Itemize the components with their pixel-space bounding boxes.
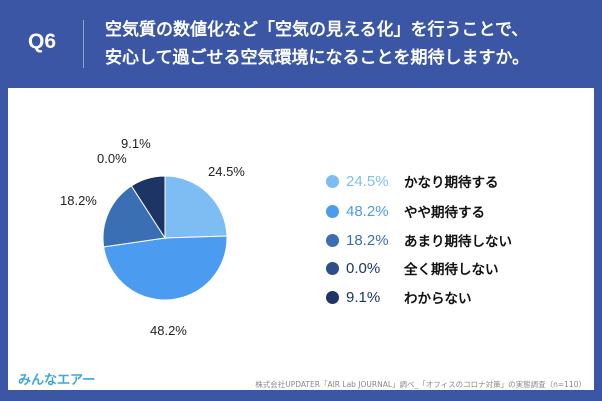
legend-item: 24.5% かなり期待する [326,171,499,191]
legend-dot [326,233,339,247]
pie-slice-4 [130,175,166,240]
slice-label-2: 18.2% [60,193,97,208]
legend-value: 18.2% [346,231,389,249]
slice-label-4: 9.1% [121,136,151,151]
legend-dot [326,290,339,304]
question-number: Q6 [28,30,57,53]
legend-value: 0.0% [346,259,381,277]
pie-slice-1 [103,235,228,301]
logo: みんなエアー [18,373,96,388]
legend-item: 0.0% 全く期待しない [326,258,499,278]
pie-slice-2 [102,185,166,248]
legend-dot [326,261,339,275]
legend-label: あまり期待しない [404,234,512,250]
title-line-1: 空気質の数値化など「空気の見える化」を行うことで、 [105,20,529,40]
divider [83,20,84,68]
legend-value: 24.5% [346,172,389,190]
legend-item: 48.2% やや期待する [326,201,485,221]
legend-item: 18.2% あまり期待しない [326,230,512,250]
pie-slice-0 [164,175,228,239]
legend-value: 48.2% [346,202,389,220]
slice-label-1: 48.2% [150,323,187,338]
slice-label-3: 0.0% [97,151,127,166]
legend-value: 9.1% [346,288,381,306]
slice-label-0: 24.5% [208,164,245,179]
legend-label: 全く期待しない [404,262,499,278]
legend-label: かなり期待する [404,175,499,191]
legend-label: やや期待する [404,205,485,221]
source-note: 株式会社UPDATER「AIR Lab JOURNAL」調べ_「オフィスのコロナ… [255,380,586,389]
legend-label: わからない [404,291,472,307]
legend-item: 9.1% わからない [326,287,472,307]
legend-dot [326,204,339,218]
question-title: 空気質の数値化など「空気の見える化」を行うことで、 安心して過ごせる空気環境になる… [105,16,529,72]
legend-dot [326,174,339,188]
title-line-2: 安心して過ごせる空気環境になることを期待しますか。 [105,48,530,68]
